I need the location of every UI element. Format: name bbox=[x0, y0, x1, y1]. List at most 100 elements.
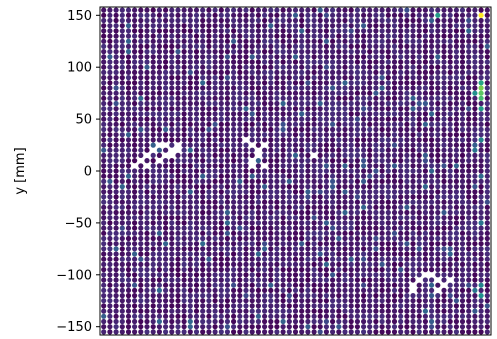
data-point bbox=[447, 246, 453, 252]
data-point bbox=[416, 318, 422, 325]
data-point bbox=[453, 126, 459, 133]
data-point bbox=[212, 293, 218, 299]
data-point bbox=[447, 111, 453, 117]
data-point bbox=[292, 199, 299, 205]
data-point bbox=[367, 246, 373, 252]
data-point bbox=[348, 59, 354, 65]
data-point bbox=[422, 184, 428, 190]
data-point bbox=[317, 189, 323, 195]
data-point bbox=[206, 17, 212, 24]
data-point bbox=[410, 209, 416, 216]
data-point bbox=[336, 168, 342, 174]
data-point bbox=[212, 142, 218, 148]
data-point bbox=[175, 303, 181, 309]
data-point bbox=[132, 298, 138, 304]
data-point bbox=[169, 220, 175, 226]
data-point bbox=[163, 17, 169, 24]
data-point bbox=[348, 287, 354, 293]
data-point bbox=[410, 168, 416, 174]
data-point bbox=[125, 220, 132, 226]
data-point bbox=[336, 100, 342, 107]
data-point bbox=[342, 28, 348, 34]
data-point bbox=[286, 246, 292, 252]
data-point bbox=[416, 54, 422, 60]
data-point bbox=[367, 137, 373, 143]
data-point bbox=[453, 116, 459, 122]
data-point bbox=[274, 64, 280, 70]
data-point bbox=[373, 90, 379, 96]
data-point bbox=[286, 121, 292, 127]
data-point bbox=[466, 251, 472, 257]
data-point bbox=[478, 277, 484, 283]
data-point bbox=[175, 152, 181, 158]
data-point bbox=[255, 209, 261, 216]
data-point bbox=[361, 209, 367, 216]
data-point bbox=[336, 80, 342, 86]
data-point bbox=[125, 69, 132, 75]
data-point bbox=[107, 199, 113, 205]
data-point bbox=[317, 69, 323, 75]
data-point bbox=[212, 220, 218, 226]
data-point bbox=[422, 277, 428, 283]
data-point bbox=[101, 147, 107, 153]
data-point bbox=[317, 318, 323, 325]
data-point bbox=[156, 59, 162, 65]
data-point bbox=[175, 184, 181, 190]
data-point bbox=[268, 38, 274, 44]
data-point bbox=[292, 235, 299, 242]
data-point bbox=[447, 152, 453, 158]
data-point bbox=[453, 215, 459, 221]
data-point bbox=[150, 329, 156, 335]
data-point bbox=[169, 168, 175, 174]
data-point bbox=[231, 80, 237, 86]
data-point bbox=[305, 49, 311, 55]
data-point bbox=[286, 69, 292, 75]
data-point bbox=[422, 256, 428, 262]
data-point bbox=[472, 43, 478, 50]
data-point bbox=[113, 121, 119, 127]
data-point bbox=[101, 215, 107, 221]
data-point bbox=[212, 85, 218, 91]
data-point bbox=[361, 313, 367, 319]
data-point bbox=[330, 225, 336, 231]
data-point bbox=[132, 59, 138, 65]
data-point bbox=[119, 204, 125, 210]
data-point bbox=[125, 293, 132, 299]
data-point bbox=[385, 59, 391, 65]
data-point bbox=[317, 220, 323, 226]
data-point bbox=[206, 137, 212, 143]
data-point bbox=[348, 225, 354, 231]
data-point bbox=[435, 12, 441, 18]
data-point bbox=[169, 215, 175, 221]
data-point bbox=[138, 80, 144, 86]
data-point bbox=[193, 277, 200, 283]
data-point bbox=[274, 199, 280, 205]
data-point bbox=[175, 313, 181, 319]
data-point bbox=[237, 23, 243, 29]
data-point bbox=[404, 152, 410, 158]
data-point bbox=[416, 329, 422, 335]
data-point bbox=[330, 199, 336, 205]
data-point bbox=[125, 168, 132, 174]
data-point bbox=[156, 329, 162, 335]
data-point bbox=[385, 261, 391, 267]
data-point bbox=[206, 293, 212, 299]
data-point bbox=[484, 152, 490, 158]
data-point bbox=[119, 17, 125, 24]
data-point bbox=[231, 324, 237, 330]
data-point bbox=[255, 199, 261, 205]
data-point bbox=[237, 303, 243, 309]
data-point bbox=[119, 287, 125, 293]
data-point bbox=[132, 7, 138, 13]
data-point bbox=[311, 329, 317, 335]
data-point bbox=[373, 220, 379, 226]
data-point bbox=[336, 126, 342, 133]
data-point bbox=[466, 168, 472, 174]
data-point bbox=[212, 95, 218, 101]
data-point bbox=[237, 85, 243, 91]
data-point bbox=[342, 12, 348, 18]
data-point bbox=[305, 95, 311, 101]
data-point bbox=[361, 85, 367, 91]
data-point bbox=[459, 282, 466, 288]
data-point bbox=[305, 246, 311, 252]
